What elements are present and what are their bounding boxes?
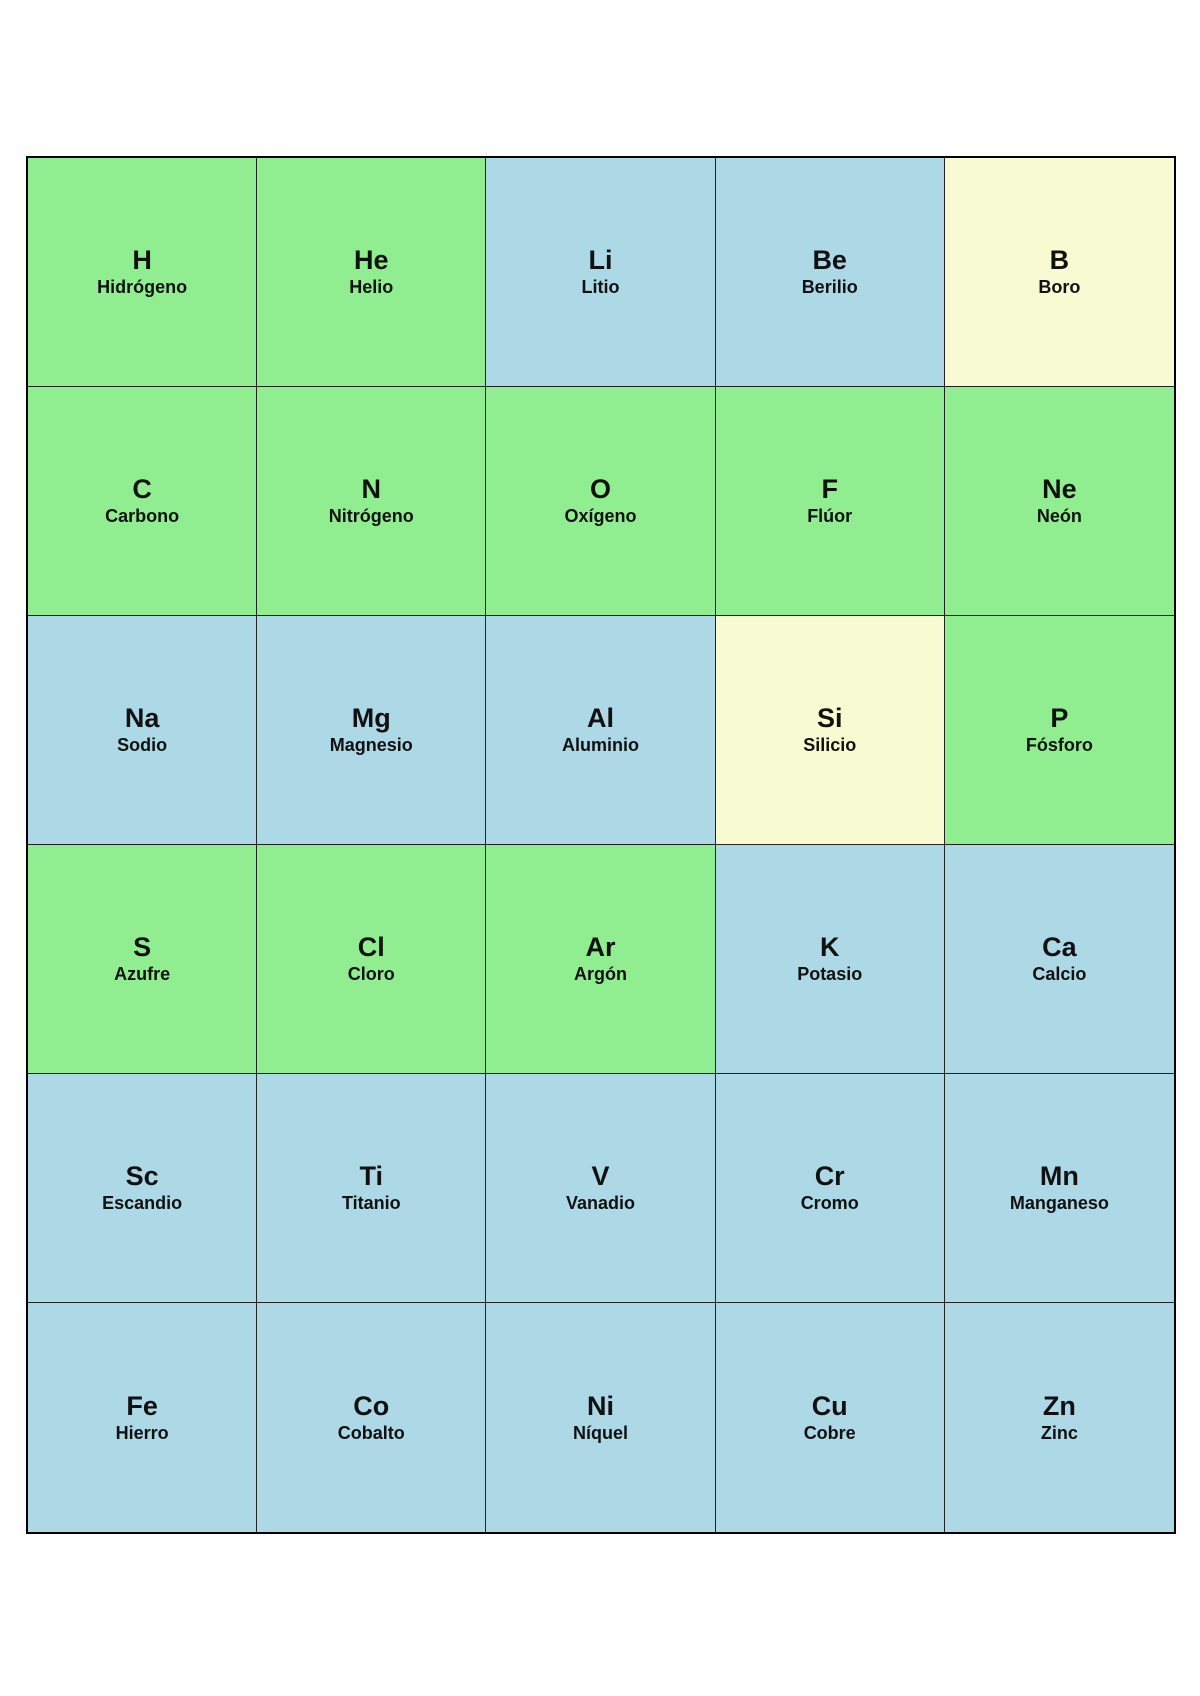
element-cell-al: Al Aluminio [486, 616, 716, 845]
element-name: Escandio [102, 1193, 183, 1213]
element-symbol: B [1049, 245, 1070, 275]
element-cell-li: Li Litio [486, 158, 716, 387]
element-symbol: Zn [1042, 1390, 1076, 1421]
element-cell-cl: Cl Cloro [257, 845, 487, 1074]
element-symbol: S [133, 932, 152, 962]
element-cell-mn: Mn Manganeso [944, 1074, 1174, 1303]
element-symbol: H [132, 245, 152, 275]
element-symbol: Cu [811, 1390, 848, 1421]
element-cell-ti: Ti Titanio [257, 1074, 487, 1303]
element-cell-v: V Vanadio [486, 1074, 716, 1303]
element-name: Fósforo [1025, 735, 1093, 755]
element-name: Silicio [803, 735, 857, 755]
element-name: Magnesio [329, 735, 413, 755]
element-name: Oxígeno [564, 506, 637, 526]
element-cell-f: F Flúor [715, 387, 945, 616]
element-cell-c: C Carbono [28, 387, 258, 616]
element-symbol: Ca [1042, 932, 1077, 962]
element-grid: H Hidrógeno He Helio Li Litio Be Berilio B Boro C C… [26, 156, 1176, 1534]
element-cell-ar: Ar Argón [486, 845, 716, 1074]
element-symbol: C [132, 474, 152, 504]
element-name: Berilio [801, 277, 858, 297]
element-cell-k: K Potasio [715, 845, 945, 1074]
element-name: Potasio [797, 964, 863, 984]
element-cell-na: Na Sodio [28, 616, 258, 845]
element-cell-si: Si Silicio [715, 616, 945, 845]
element-cell-ni: Ni Níquel [486, 1303, 716, 1532]
element-cell-b: B Boro [944, 158, 1174, 387]
element-cell-cu: Cu Cobre [715, 1303, 945, 1532]
element-cell-s: S Azufre [28, 845, 258, 1074]
element-name: Cobre [803, 1422, 856, 1443]
element-symbol: Be [812, 245, 847, 275]
element-cell-h: H Hidrógeno [28, 158, 258, 387]
element-cell-zn: Zn Zinc [944, 1303, 1174, 1532]
element-cell-fe: Fe Hierro [28, 1303, 258, 1532]
element-cell-mg: Mg Magnesio [257, 616, 487, 845]
element-name: Argón [573, 964, 627, 984]
element-name: Calcio [1032, 964, 1087, 984]
element-symbol: F [821, 474, 838, 504]
element-name: Titanio [341, 1193, 401, 1213]
element-cell-cr: Cr Cromo [715, 1074, 945, 1303]
element-name: Sodio [117, 735, 168, 755]
element-symbol: Cl [357, 932, 385, 962]
element-symbol: Cr [814, 1161, 845, 1191]
element-name: Cobalto [337, 1422, 405, 1443]
element-symbol: V [591, 1161, 610, 1191]
element-name: Hierro [115, 1422, 169, 1443]
element-cell-ca: Ca Calcio [944, 845, 1174, 1074]
element-cell-ne: Ne Neón [944, 387, 1174, 616]
element-name: Carbono [105, 506, 180, 526]
element-cell-he: He Helio [257, 158, 487, 387]
element-symbol: O [589, 474, 611, 504]
element-symbol: Si [816, 703, 843, 733]
element-symbol: Sc [125, 1161, 159, 1191]
element-symbol: Ti [359, 1161, 384, 1191]
element-symbol: Li [588, 245, 613, 275]
element-symbol: N [361, 474, 382, 504]
element-name: Helio [349, 277, 394, 297]
element-name: Boro [1038, 277, 1081, 297]
element-name: Aluminio [561, 735, 639, 755]
element-symbol: Ni [586, 1390, 614, 1421]
element-symbol: K [819, 932, 840, 962]
element-name: Cloro [347, 964, 395, 984]
element-symbol: Mn [1039, 1161, 1079, 1191]
element-symbol: Ne [1042, 474, 1077, 504]
element-cell-co: Co Cobalto [257, 1303, 487, 1532]
element-name: Azufre [114, 964, 171, 984]
element-name: Cromo [800, 1193, 859, 1213]
element-name: Litio [581, 277, 620, 297]
element-name: Zinc [1040, 1422, 1078, 1443]
element-symbol: Al [586, 703, 614, 733]
element-symbol: He [354, 245, 389, 275]
element-cell-p: P Fósforo [944, 616, 1174, 845]
element-name: Nitrógeno [328, 506, 414, 526]
element-cell-o: O Oxígeno [486, 387, 716, 616]
element-symbol: Mg [351, 703, 391, 733]
element-symbol: Fe [126, 1390, 158, 1421]
element-name: Níquel [572, 1422, 628, 1443]
element-cell-sc: Sc Escandio [28, 1074, 258, 1303]
element-cell-be: Be Berilio [715, 158, 945, 387]
element-cell-n: N Nitrógeno [257, 387, 487, 616]
element-symbol: P [1050, 703, 1069, 733]
element-name: Manganeso [1009, 1193, 1109, 1213]
element-name: Vanadio [565, 1193, 635, 1213]
element-symbol: Co [353, 1390, 390, 1421]
element-symbol: Na [124, 703, 160, 733]
element-symbol: Ar [585, 932, 616, 962]
element-name: Flúor [807, 506, 853, 526]
element-name: Neón [1036, 506, 1082, 526]
element-name: Hidrógeno [97, 277, 188, 297]
